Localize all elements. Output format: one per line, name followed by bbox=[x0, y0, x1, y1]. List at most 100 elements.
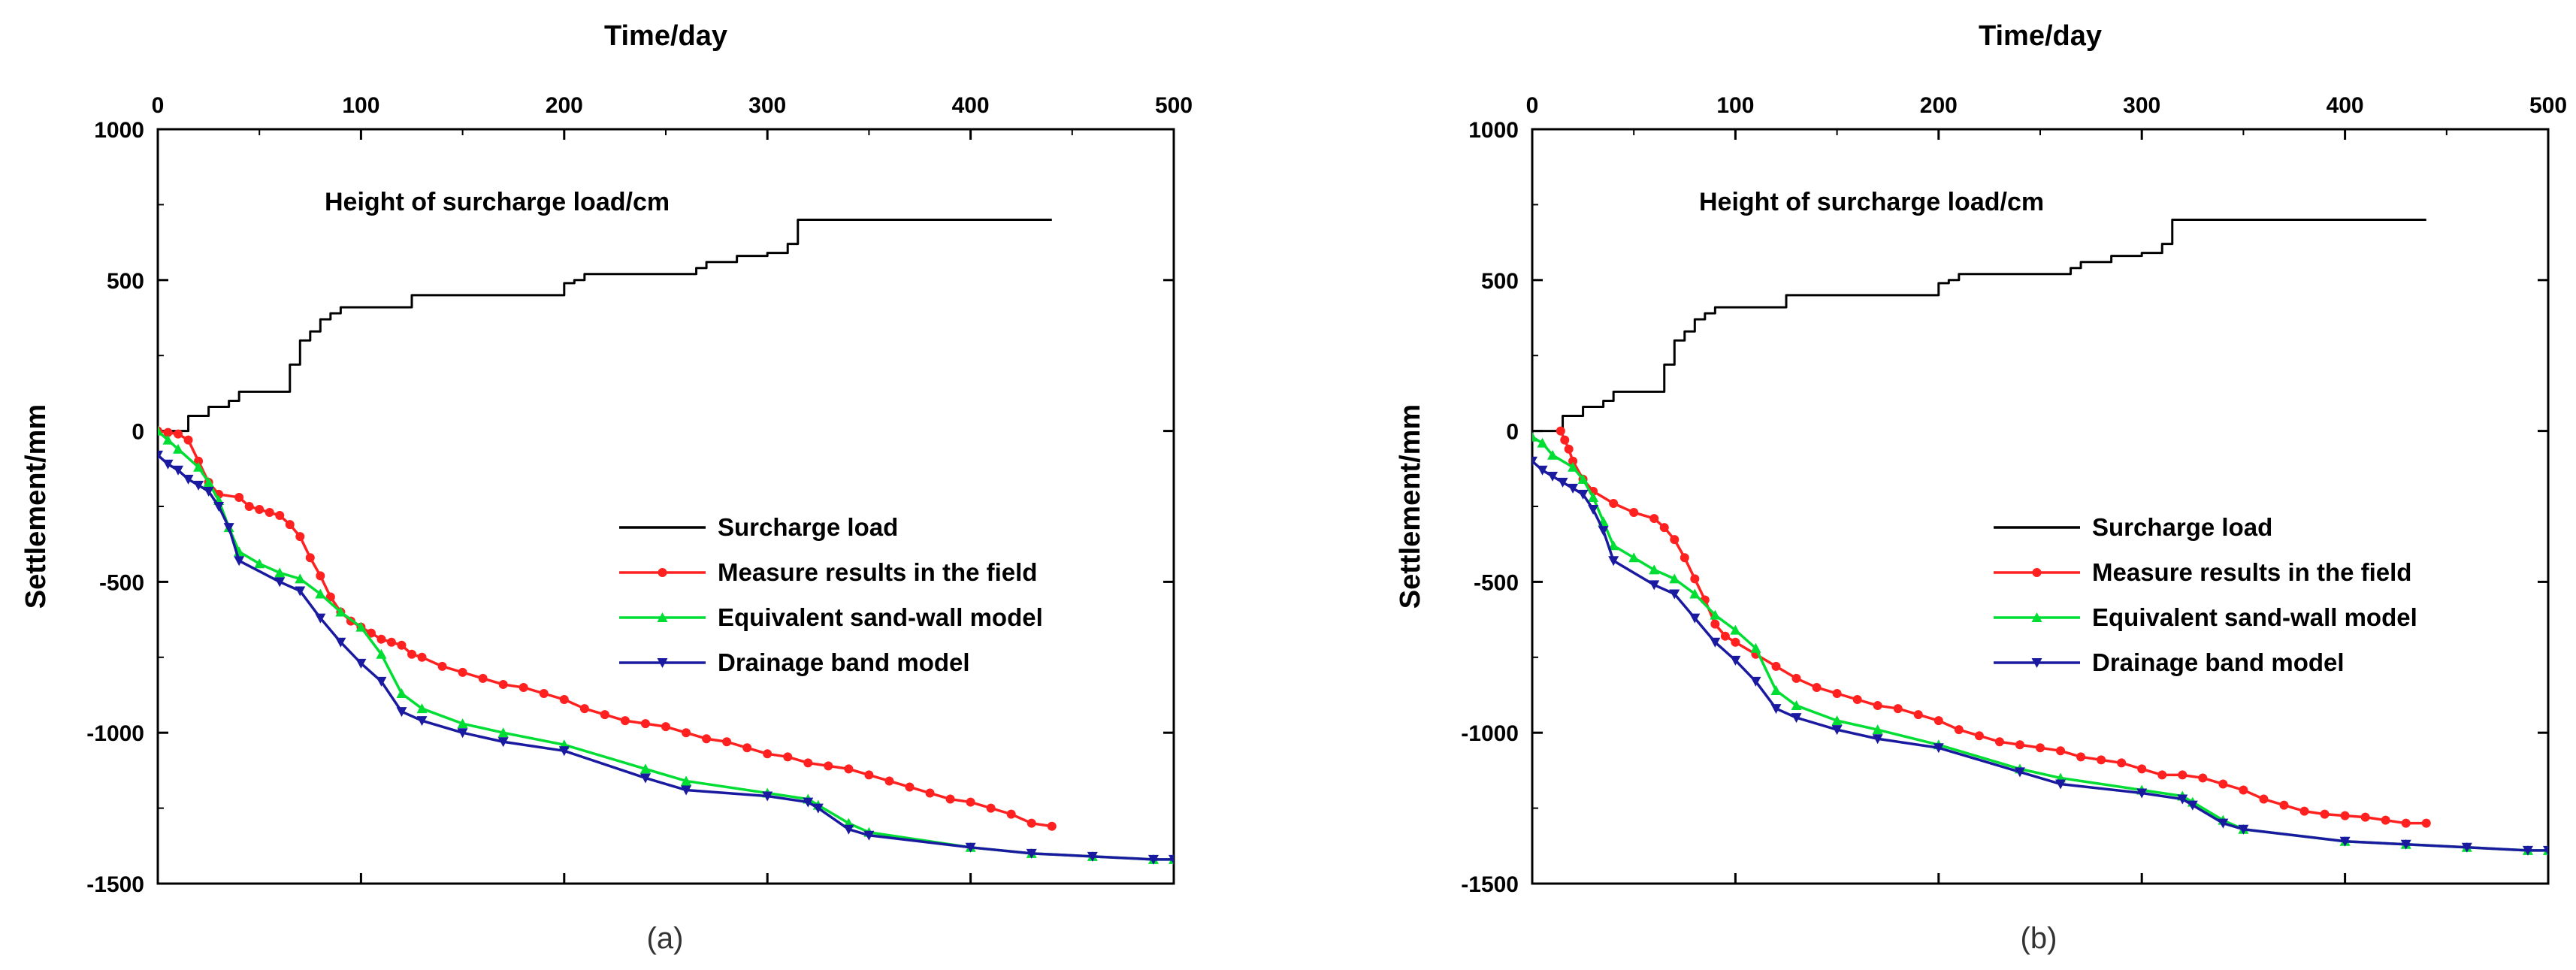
data-point bbox=[2177, 794, 2188, 805]
legend-label: Drainage band model bbox=[2092, 648, 2345, 676]
data-point bbox=[295, 586, 306, 597]
y-tick-label: 0 bbox=[1506, 420, 1519, 445]
data-point bbox=[600, 710, 609, 720]
data-point bbox=[213, 502, 225, 512]
data-point bbox=[2360, 812, 2370, 822]
plot-frame bbox=[1531, 128, 2550, 885]
legend-entry: Surcharge load bbox=[1994, 513, 2272, 541]
data-point bbox=[285, 520, 295, 530]
data-point bbox=[1893, 704, 1903, 714]
data-point bbox=[1560, 435, 1570, 445]
data-point bbox=[2157, 770, 2167, 780]
series-line bbox=[158, 218, 1052, 433]
data-point bbox=[657, 612, 668, 622]
data-point bbox=[274, 567, 286, 578]
data-point bbox=[1556, 426, 1565, 436]
data-point bbox=[1568, 483, 1579, 494]
data-point bbox=[174, 429, 183, 439]
data-point bbox=[1649, 514, 1659, 524]
legend-label: Measure results in the field bbox=[718, 558, 1037, 586]
x-tick-label: 100 bbox=[1716, 93, 1754, 118]
data-point bbox=[1913, 710, 1923, 720]
data-point bbox=[2279, 800, 2289, 810]
data-point bbox=[783, 752, 793, 762]
data-point bbox=[1598, 526, 1609, 536]
x-axis-label: Time/day bbox=[1979, 20, 2102, 52]
data-point bbox=[2015, 740, 2024, 750]
data-point bbox=[457, 728, 468, 739]
data-point bbox=[2339, 836, 2351, 847]
data-point bbox=[1812, 682, 1822, 692]
legend-entry: Drainage band model bbox=[1994, 648, 2345, 676]
data-point bbox=[1608, 540, 1619, 551]
data-point bbox=[1730, 655, 1741, 666]
data-point bbox=[1872, 734, 1883, 745]
data-point bbox=[203, 486, 214, 497]
data-point bbox=[203, 476, 214, 487]
data-point bbox=[2461, 842, 2472, 853]
data-point bbox=[173, 443, 184, 454]
data-point bbox=[458, 667, 467, 677]
series-line bbox=[158, 430, 1174, 861]
data-point bbox=[864, 770, 874, 780]
data-point bbox=[2178, 770, 2187, 780]
data-point bbox=[2055, 779, 2067, 790]
data-point bbox=[863, 830, 875, 841]
data-point bbox=[1609, 498, 1619, 508]
series-surcharge bbox=[1532, 218, 2426, 433]
data-point bbox=[274, 577, 286, 588]
data-point bbox=[1006, 809, 1016, 819]
x-tick-label: 0 bbox=[1526, 93, 1539, 118]
legend-entry: Equivalent sand-wall model bbox=[1994, 603, 2417, 631]
data-point bbox=[1577, 489, 1589, 500]
legend-label: Equivalent sand-wall model bbox=[2092, 603, 2417, 631]
data-point bbox=[386, 637, 396, 647]
data-point bbox=[193, 461, 204, 472]
data-point bbox=[1547, 449, 1559, 460]
data-point bbox=[2320, 809, 2330, 819]
y-axis-label: Settlement/mm bbox=[20, 404, 52, 609]
data-point bbox=[396, 707, 407, 718]
data-point bbox=[1934, 716, 1943, 726]
data-point bbox=[2136, 788, 2148, 799]
x-tick-label: 500 bbox=[2529, 93, 2567, 118]
legend-label: Drainage band model bbox=[718, 648, 970, 676]
data-point bbox=[2014, 767, 2025, 778]
data-point bbox=[1532, 456, 1537, 467]
series-line bbox=[158, 454, 1174, 861]
data-point bbox=[1557, 477, 1568, 488]
x-tick-label: 300 bbox=[2123, 93, 2160, 118]
data-point bbox=[681, 775, 692, 786]
y-tick-label: -1000 bbox=[1461, 721, 1519, 746]
data-point bbox=[803, 797, 814, 808]
surcharge-annotation: Height of surcharge load/cm bbox=[1699, 188, 2044, 216]
data-point bbox=[1771, 661, 1781, 671]
data-point bbox=[1680, 553, 1689, 563]
x-tick-label: 400 bbox=[2327, 93, 2364, 118]
data-point bbox=[2543, 845, 2548, 856]
x-tick-label: 300 bbox=[748, 93, 786, 118]
data-point bbox=[1689, 613, 1701, 624]
data-point bbox=[1147, 854, 1159, 865]
series-sandwall bbox=[1532, 431, 2548, 855]
data-point bbox=[966, 797, 975, 807]
data-point bbox=[1770, 684, 1782, 695]
data-point bbox=[2522, 845, 2533, 856]
data-point bbox=[844, 764, 854, 774]
data-point bbox=[1831, 725, 1843, 736]
data-point bbox=[1532, 431, 1537, 442]
data-point bbox=[355, 621, 367, 632]
data-point bbox=[1537, 437, 1548, 448]
data-point bbox=[579, 704, 589, 714]
series-measured bbox=[1556, 426, 2431, 828]
data-point bbox=[1872, 724, 1883, 735]
y-tick-label: 500 bbox=[1481, 269, 1519, 294]
series-measured bbox=[158, 426, 1057, 831]
data-point bbox=[1026, 818, 1036, 828]
y-tick-label: -1500 bbox=[86, 872, 144, 897]
series-drainage bbox=[1532, 456, 2548, 856]
data-point bbox=[639, 773, 651, 784]
data-point bbox=[681, 785, 692, 796]
legend-label: Surcharge load bbox=[2092, 513, 2272, 541]
legend-label: Surcharge load bbox=[718, 513, 898, 541]
